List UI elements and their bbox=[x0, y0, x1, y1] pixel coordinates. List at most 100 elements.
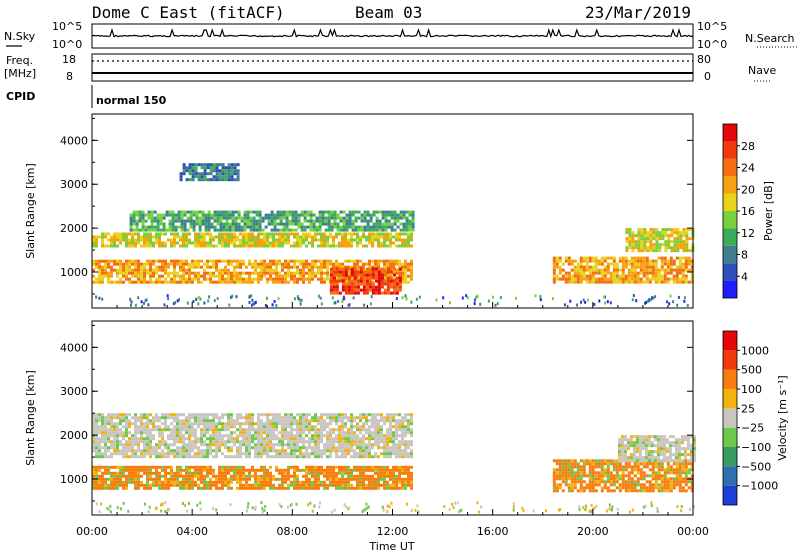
velocity-cell bbox=[245, 446, 248, 450]
power-cell bbox=[185, 232, 188, 236]
power-cell bbox=[353, 285, 357, 289]
velocity-cell bbox=[203, 480, 206, 484]
power-cell bbox=[579, 256, 583, 260]
power-cell bbox=[588, 277, 592, 281]
power-cell bbox=[651, 262, 655, 266]
velocity-cell bbox=[377, 443, 380, 447]
power-cell bbox=[336, 225, 340, 229]
power-cell bbox=[634, 246, 638, 250]
power-cell bbox=[278, 277, 281, 281]
power-cell bbox=[278, 235, 281, 239]
velocity-cell bbox=[185, 474, 188, 478]
velocity-cell bbox=[203, 483, 206, 487]
velocity-cell bbox=[245, 474, 248, 478]
power-cell bbox=[150, 213, 154, 217]
velocity-cell bbox=[630, 483, 634, 487]
power-cell bbox=[326, 268, 329, 272]
power-cell bbox=[182, 259, 185, 263]
velocity-cell bbox=[239, 413, 242, 417]
velocity-cell bbox=[191, 480, 194, 484]
power-cell bbox=[104, 244, 107, 248]
velocity-cell bbox=[188, 486, 191, 490]
velocity-cell bbox=[603, 480, 607, 484]
velocity-cell bbox=[209, 425, 212, 429]
velocity-cell bbox=[173, 425, 176, 429]
velocity-cell bbox=[347, 419, 350, 423]
velocity-cell bbox=[260, 437, 263, 441]
velocity-cell bbox=[615, 474, 619, 478]
velocity-cell bbox=[287, 471, 290, 475]
power-cell bbox=[594, 277, 598, 281]
velocity-cell bbox=[218, 449, 221, 453]
power-cell bbox=[185, 277, 188, 281]
power-cell bbox=[98, 268, 101, 272]
velocity-cell bbox=[197, 425, 200, 429]
nave-tick-top: 80 bbox=[697, 53, 711, 66]
velocity-cell bbox=[404, 465, 407, 469]
velocity-cell bbox=[332, 446, 335, 450]
velocity-cell bbox=[263, 428, 266, 432]
velocity-cell bbox=[260, 483, 263, 487]
power-cell bbox=[407, 268, 410, 272]
power-cell bbox=[200, 178, 204, 182]
power-cell bbox=[191, 280, 194, 284]
velocity-cell bbox=[314, 483, 317, 487]
velocity-cell bbox=[648, 468, 652, 472]
velocity-cell bbox=[266, 422, 269, 426]
velocity-cell bbox=[293, 480, 296, 484]
power-cell bbox=[384, 219, 388, 223]
power-cell bbox=[411, 228, 415, 232]
power-cell bbox=[234, 225, 238, 229]
velocity-cell bbox=[341, 419, 344, 423]
power-cell bbox=[192, 210, 196, 214]
velocity-cell bbox=[239, 483, 242, 487]
power-cell bbox=[218, 169, 222, 173]
velocity-cell bbox=[257, 455, 260, 459]
velocity-cell bbox=[119, 452, 122, 456]
velocity-cell bbox=[233, 471, 236, 475]
velocity-cell bbox=[380, 416, 383, 420]
velocity-cell bbox=[329, 422, 332, 426]
power-cell bbox=[291, 210, 295, 214]
power-cell bbox=[381, 225, 385, 229]
power-cell bbox=[552, 265, 556, 269]
power-cell bbox=[303, 228, 307, 232]
power-cell bbox=[95, 277, 98, 281]
power-cell bbox=[347, 285, 351, 289]
power-cell bbox=[177, 219, 181, 223]
velocity-cell bbox=[143, 483, 146, 487]
power-cell bbox=[354, 225, 358, 229]
power-cell bbox=[195, 216, 199, 220]
power-colorbar-segment bbox=[723, 263, 737, 281]
velocity-cell bbox=[287, 419, 290, 423]
power-cell bbox=[287, 274, 290, 278]
velocity-cell bbox=[104, 446, 107, 450]
velocity-cell bbox=[299, 480, 302, 484]
velocity-cell bbox=[555, 468, 559, 472]
power-cell bbox=[257, 238, 260, 242]
power-cell bbox=[606, 271, 610, 275]
velocity-cell bbox=[386, 443, 389, 447]
power-cell bbox=[254, 271, 257, 275]
power-cell bbox=[198, 225, 202, 229]
power-cell bbox=[158, 277, 161, 281]
velocity-cell bbox=[368, 419, 371, 423]
velocity-cell bbox=[206, 449, 209, 453]
velocity-cell bbox=[296, 437, 299, 441]
power-cell bbox=[189, 219, 193, 223]
velocity-cell bbox=[113, 434, 116, 438]
power-cell bbox=[633, 256, 637, 260]
velocity-cell bbox=[368, 425, 371, 429]
power-cell bbox=[216, 216, 220, 220]
velocity-cell bbox=[182, 449, 185, 453]
velocity-cell bbox=[104, 480, 107, 484]
velocity-cell bbox=[203, 452, 206, 456]
power-cell bbox=[228, 222, 232, 226]
power-cell bbox=[667, 228, 671, 232]
velocity-cell bbox=[104, 419, 107, 423]
velocity-cell bbox=[101, 428, 104, 432]
velocity-cell bbox=[657, 474, 661, 478]
power-cell bbox=[183, 213, 187, 217]
power-cell bbox=[618, 268, 622, 272]
velocity-cell bbox=[98, 416, 101, 420]
